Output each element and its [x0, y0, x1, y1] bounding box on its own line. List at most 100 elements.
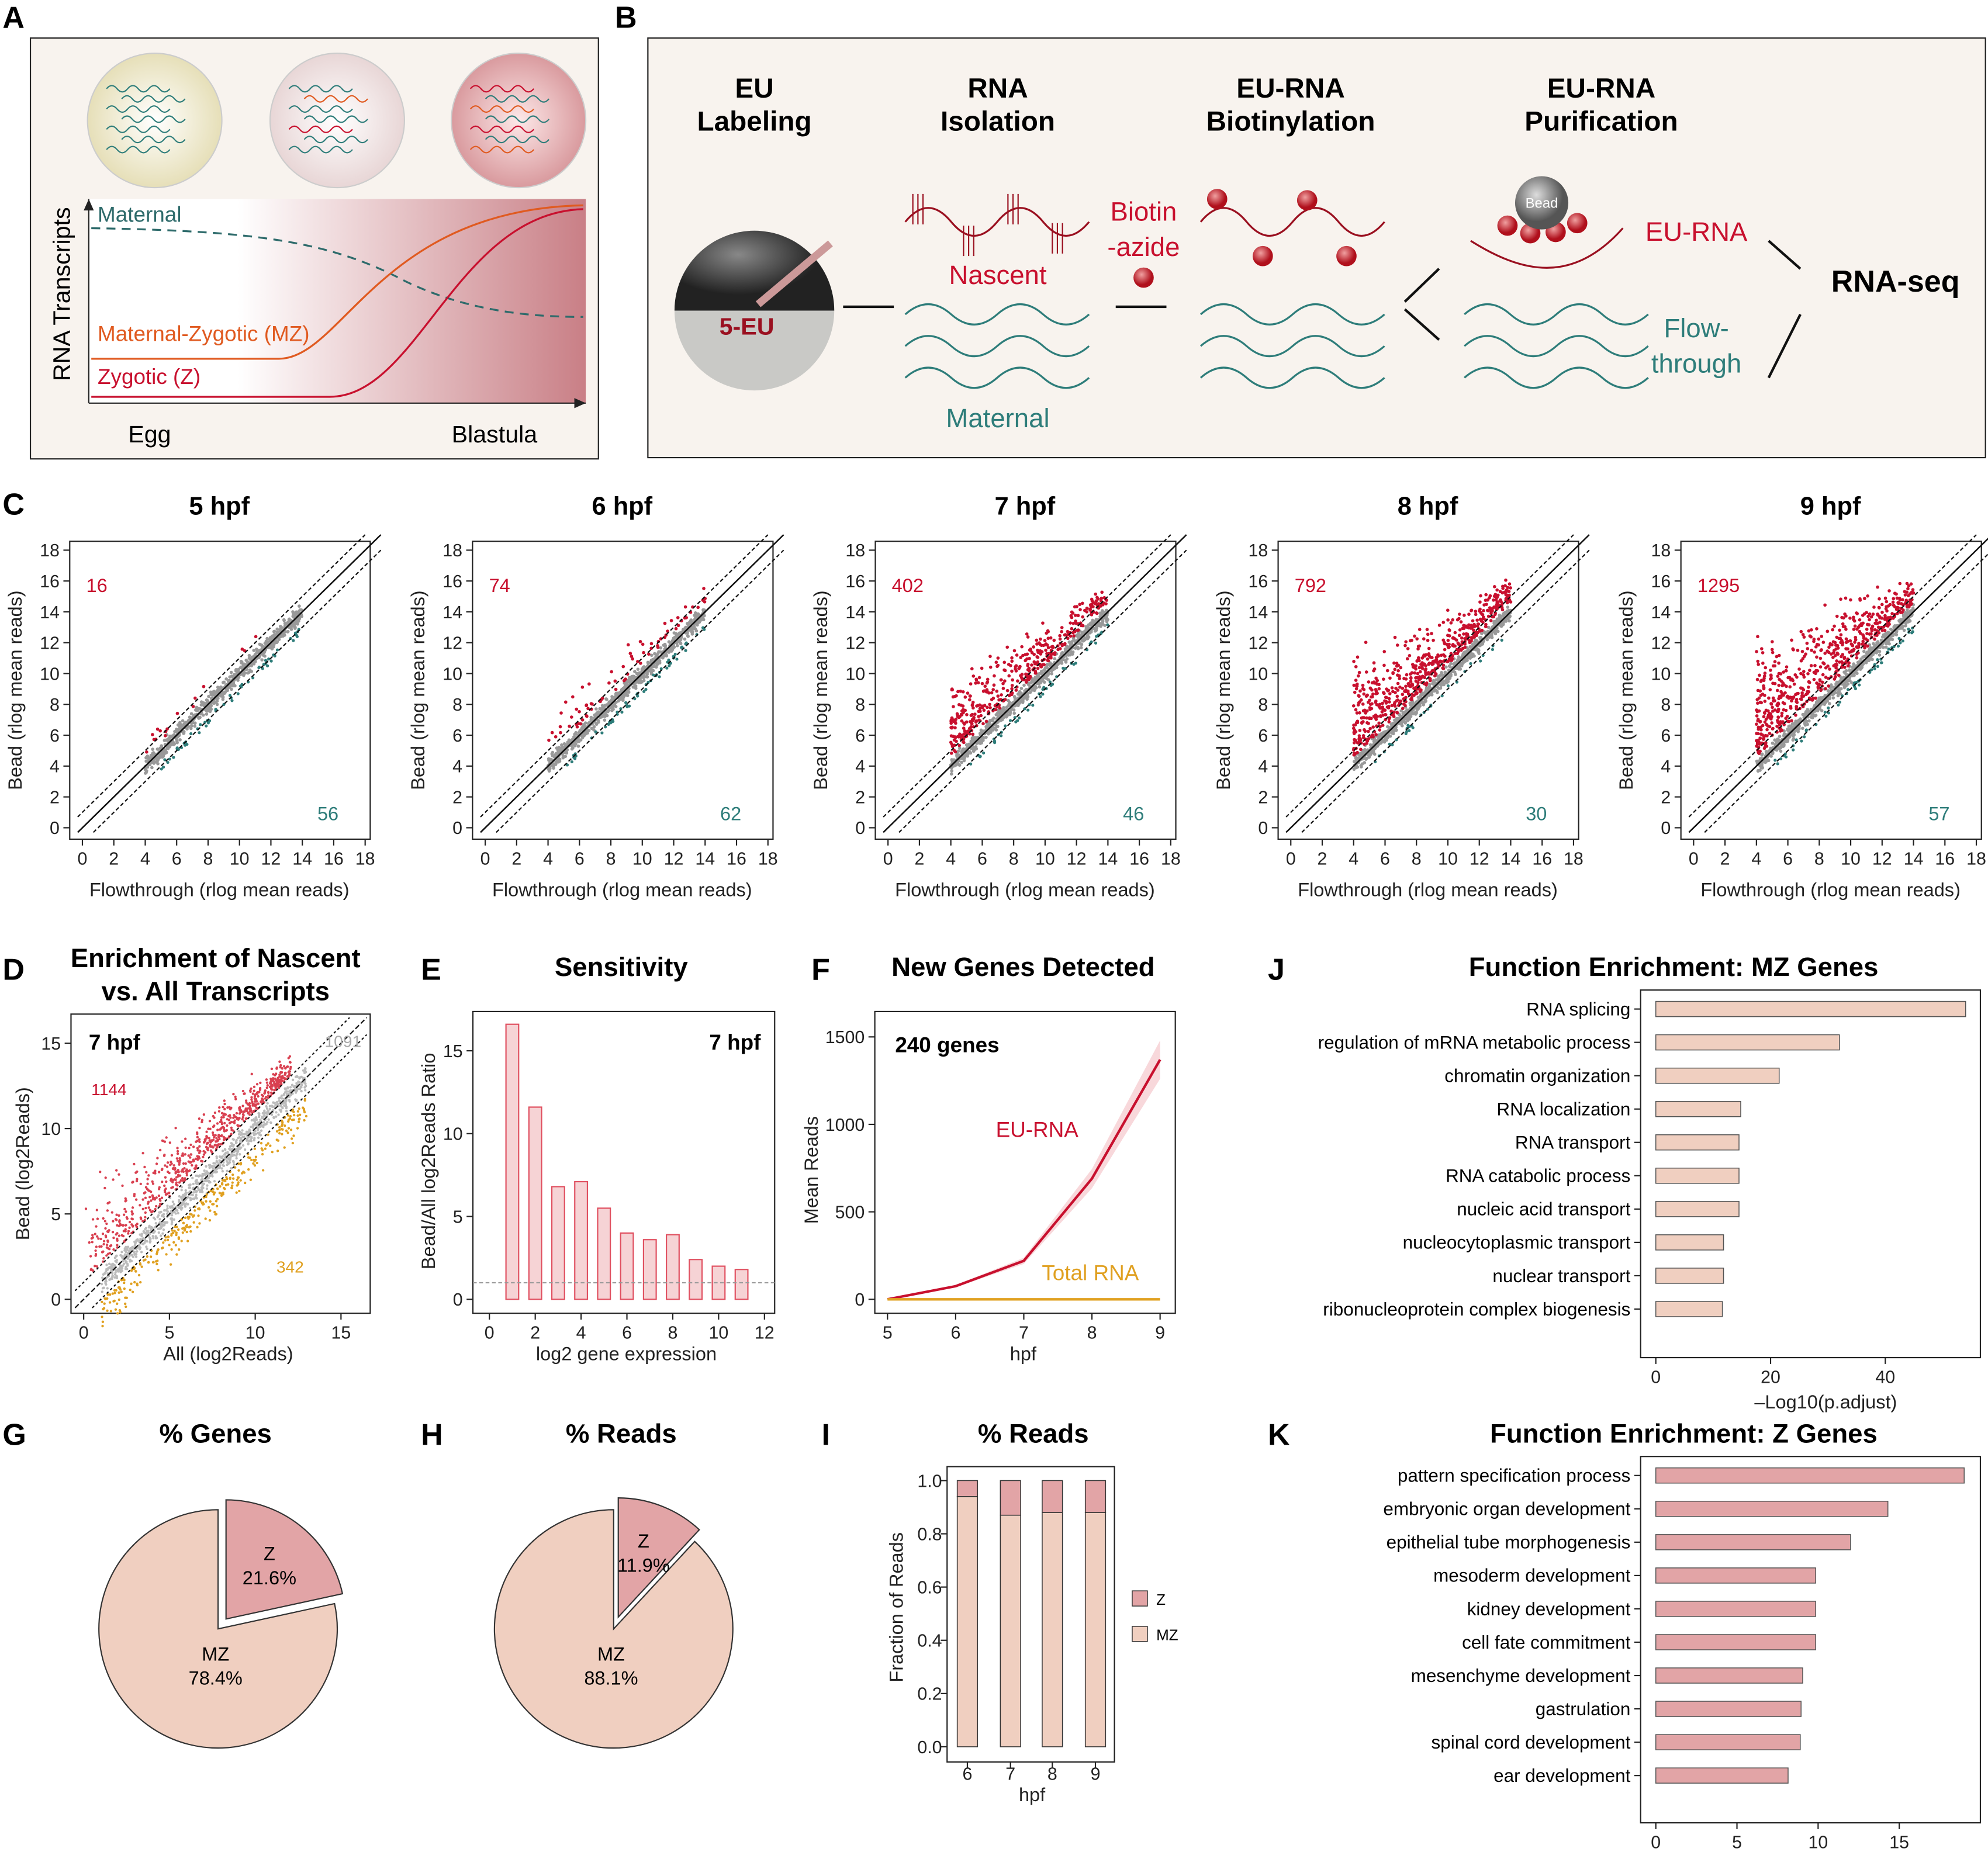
- data-point: [144, 770, 148, 774]
- data-point-up: [1375, 715, 1380, 718]
- transcript-waves: [106, 85, 550, 154]
- data-point: [298, 608, 302, 612]
- data-point-up: [1063, 633, 1067, 636]
- data-point: [144, 759, 148, 763]
- data-point-up: [1352, 724, 1356, 727]
- transcript-wave: [106, 105, 171, 113]
- data-point-up: [1039, 637, 1042, 641]
- y-tick-label: 10: [845, 664, 865, 684]
- data-point-up: [1393, 635, 1397, 639]
- data-point-down: [1479, 659, 1482, 663]
- data-point-up: [1094, 611, 1098, 615]
- biotin-icon: [1252, 245, 1273, 266]
- data-point: [623, 683, 627, 687]
- maternal-label: Maternal: [98, 203, 181, 227]
- data-point-up: [1358, 729, 1362, 732]
- data-point-up: [1455, 652, 1460, 656]
- data-point: [551, 750, 555, 754]
- panel-b-frame: [647, 37, 1986, 459]
- data-point: [201, 713, 205, 717]
- data-point-up: [151, 733, 154, 736]
- data-point-up: [622, 679, 626, 683]
- data-point-up: [1035, 638, 1039, 642]
- data-point-up: [1388, 676, 1392, 680]
- threshold-line: [898, 549, 1187, 833]
- data-point-up: [1395, 694, 1399, 698]
- data-point: [968, 750, 971, 754]
- x-axis-label: Flowthrough (rlog mean reads): [1700, 880, 1961, 901]
- data-point-up: [1026, 662, 1030, 666]
- x-tick-label: 18: [1161, 849, 1181, 868]
- data-point-up: [1467, 612, 1471, 616]
- maternal-rna-strand: [1199, 335, 1385, 358]
- data-point-up: [973, 712, 977, 716]
- data-point-down: [1095, 635, 1098, 638]
- data-point: [662, 643, 666, 647]
- data-point-up: [1439, 659, 1442, 663]
- data-point-up: [155, 727, 160, 731]
- data-point: [1486, 625, 1491, 629]
- up-count: 16: [86, 575, 107, 596]
- data-point-up: [1010, 684, 1014, 687]
- data-point-up: [1422, 662, 1426, 666]
- step-title: Biotinylation: [1206, 106, 1375, 137]
- data-point-up: [985, 705, 989, 709]
- data-point-up: [1002, 660, 1007, 664]
- data-point: [1382, 740, 1387, 744]
- data-point-up: [1352, 731, 1356, 734]
- data-point-down: [1000, 734, 1003, 738]
- data-point-up: [1413, 634, 1416, 638]
- data-point: [692, 625, 696, 629]
- data-point-up: [1398, 686, 1402, 689]
- data-point-up: [656, 643, 659, 648]
- data-point-up: [1393, 704, 1397, 708]
- data-point-up: [1046, 636, 1050, 641]
- data-point: [1012, 708, 1016, 712]
- data-point-up: [1039, 652, 1043, 656]
- data-point: [167, 737, 171, 740]
- transcript-wave: [121, 136, 186, 144]
- threshold-line: [77, 534, 366, 818]
- data-point: [1850, 674, 1854, 677]
- data-point-up: [1478, 607, 1482, 611]
- data-point-up: [1496, 601, 1500, 605]
- data-point: [1771, 752, 1775, 756]
- x-tick-label: 6: [575, 849, 585, 868]
- data-point-up: [1449, 621, 1453, 625]
- data-point-up: [1362, 688, 1366, 691]
- x-tick-label: 10: [1841, 849, 1861, 868]
- data-point-down: [199, 723, 202, 726]
- data-point-up: [1371, 725, 1375, 729]
- x-tick-label: 2: [914, 849, 924, 868]
- data-point-up: [958, 715, 962, 718]
- data-point-up: [1028, 648, 1032, 652]
- data-point-down: [184, 743, 187, 747]
- data-point-up: [959, 735, 963, 739]
- data-point-up: [968, 694, 972, 698]
- data-point-up: [254, 635, 258, 639]
- down-count: 56: [317, 803, 338, 824]
- data-point-up: [1352, 660, 1356, 663]
- data-point-down: [292, 639, 295, 642]
- data-point-up: [1035, 655, 1039, 659]
- data-point-up: [988, 665, 993, 669]
- data-point-up: [1417, 628, 1422, 631]
- y-tick-label: 0: [1661, 819, 1671, 838]
- data-point-up: [1504, 578, 1508, 582]
- data-point: [250, 664, 253, 668]
- data-point-up: [1028, 669, 1031, 673]
- data-point-up: [1036, 660, 1040, 664]
- data-point-up: [1429, 655, 1432, 659]
- data-point-up: [1484, 625, 1488, 629]
- data-point-up: [970, 667, 974, 671]
- data-point-up: [1058, 634, 1062, 638]
- data-point-up: [1364, 670, 1368, 674]
- x-tick-label: 0: [883, 849, 893, 868]
- data-point-up: [1007, 674, 1011, 678]
- identity-line: [883, 534, 1187, 833]
- data-point-up: [1041, 621, 1045, 625]
- data-point-up: [1447, 628, 1451, 632]
- transcript-wave: [121, 115, 186, 123]
- data-point: [1449, 662, 1453, 666]
- data-point-up: [971, 719, 975, 722]
